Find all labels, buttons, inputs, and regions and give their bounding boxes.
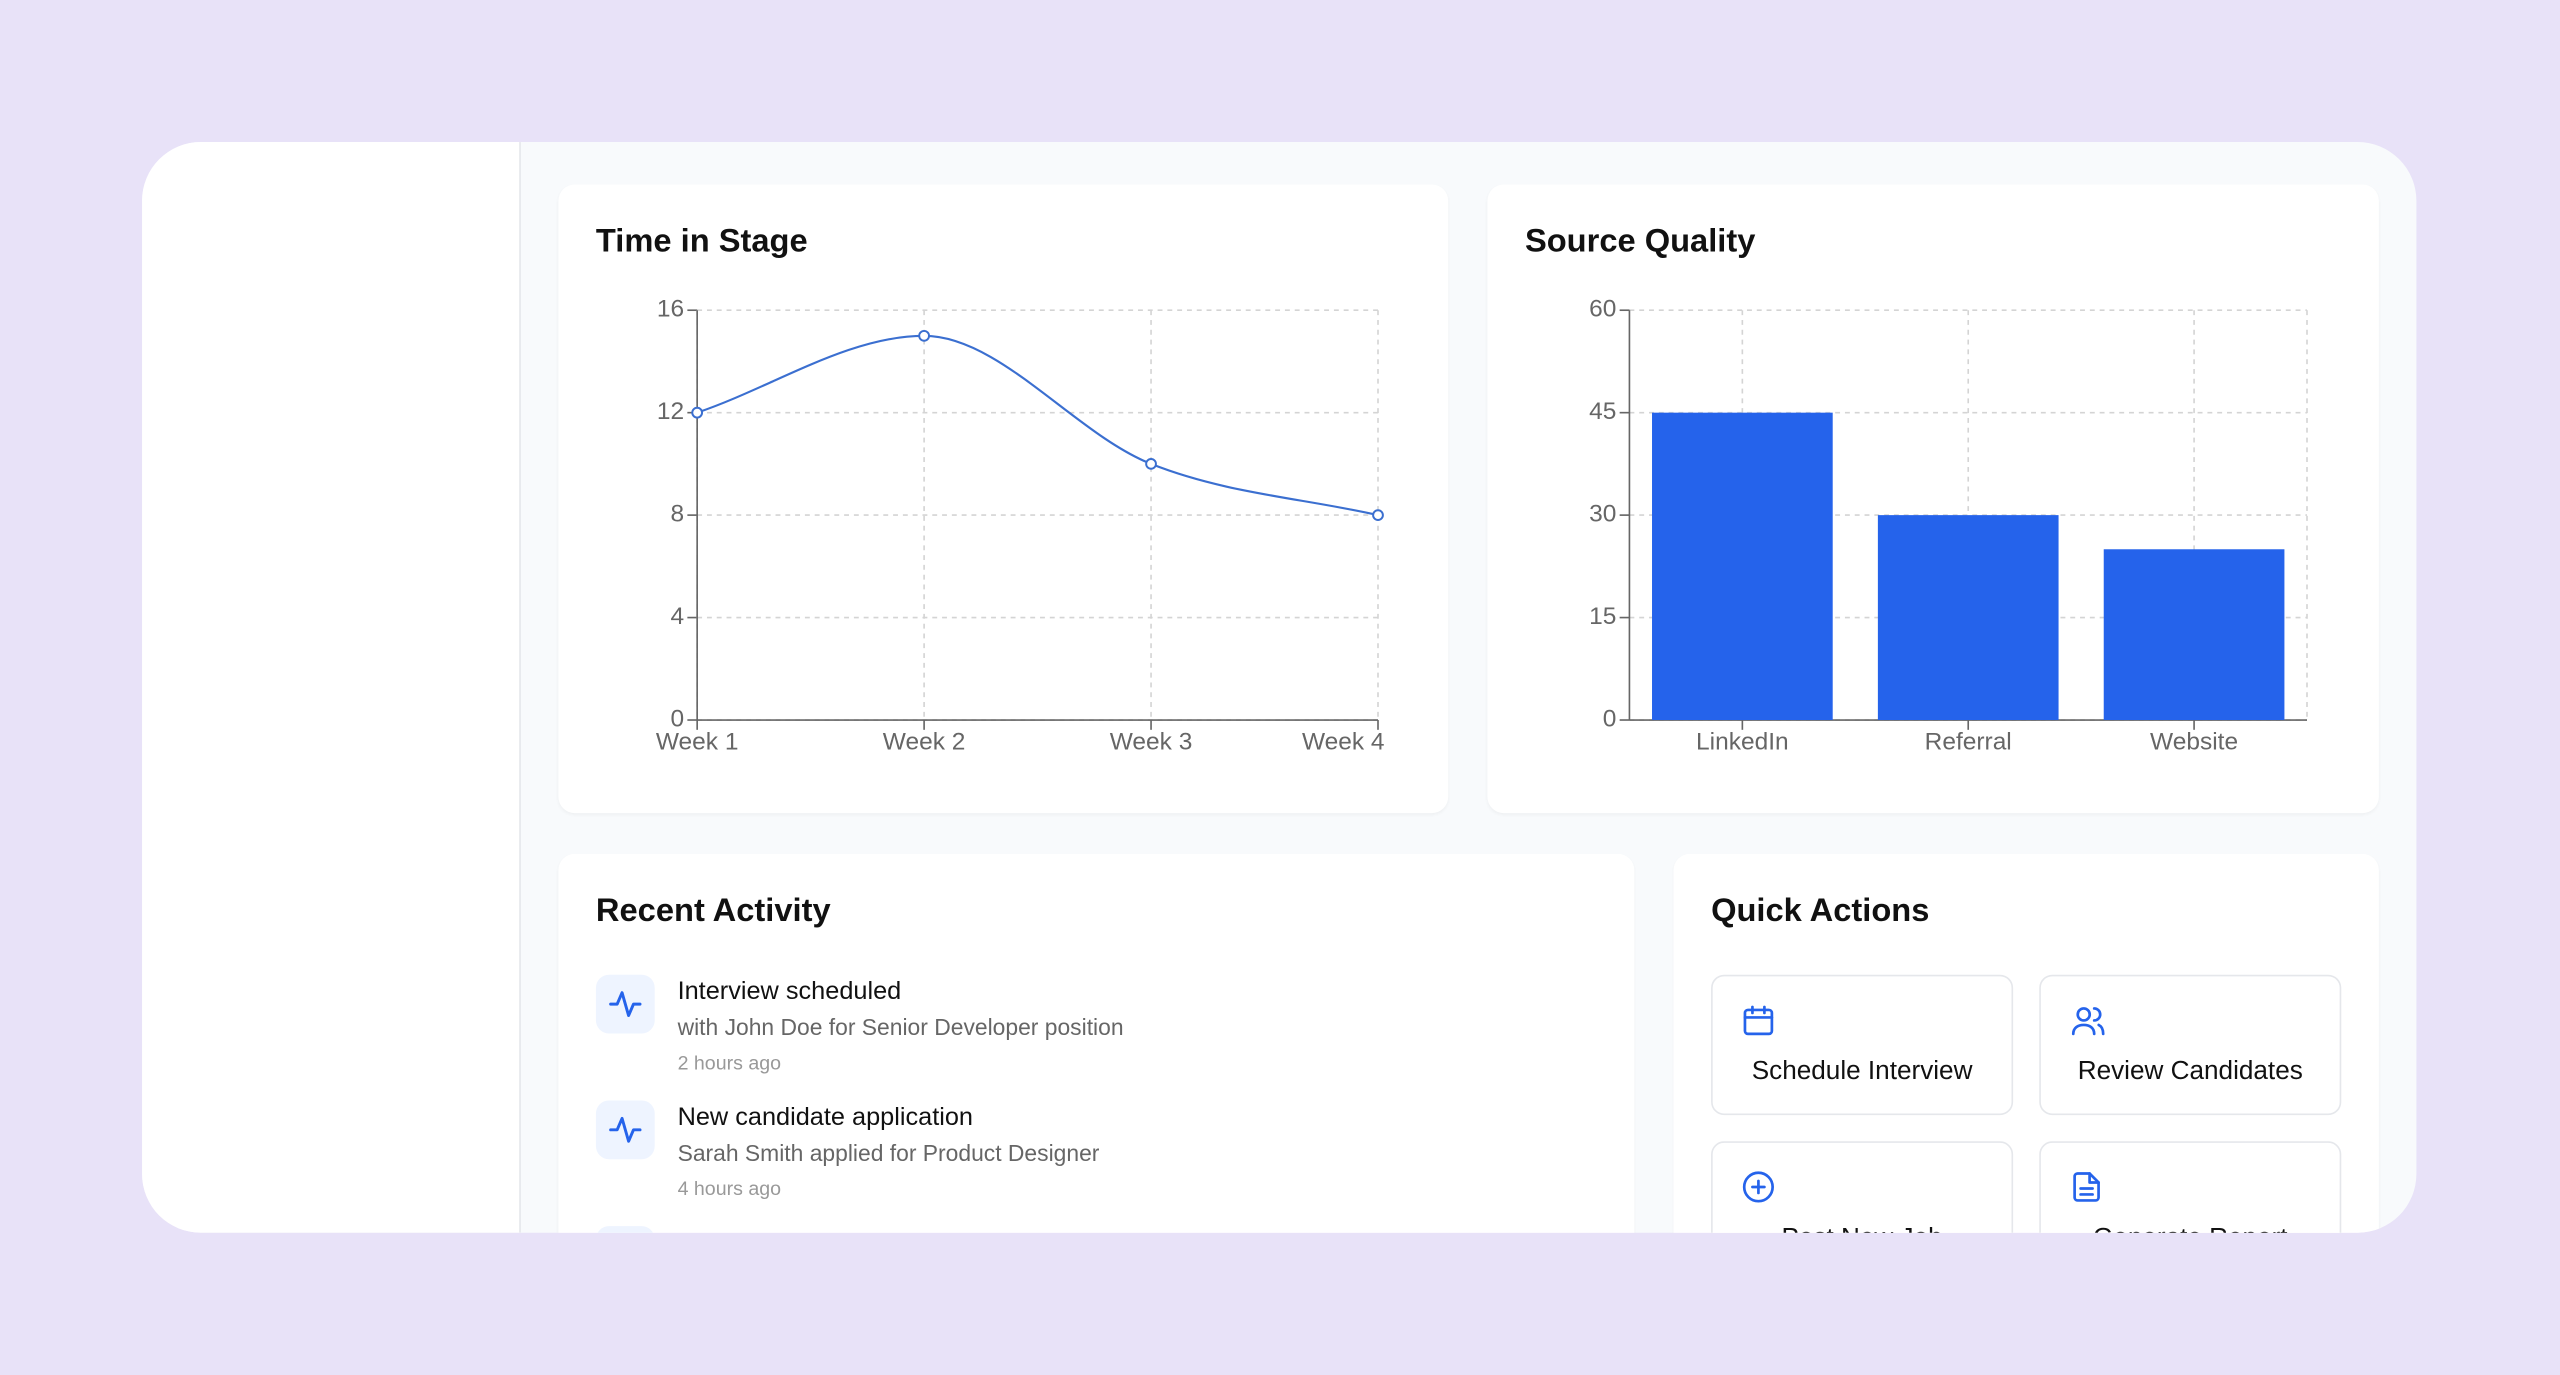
bar-card: Source Quality	[1487, 184, 2379, 814]
card-title: Recent Activity	[595, 893, 831, 930]
button-label: Generate Report	[2041, 1225, 2340, 1233]
activity-icon	[595, 1100, 655, 1160]
activity-time: 4 hours ago	[677, 1177, 782, 1201]
card-title: Quick Actions	[1711, 893, 1930, 930]
activity-icon	[595, 974, 655, 1034]
actions-card: Quick Actions Schedule Interview Review …	[1673, 853, 2379, 1233]
action-button[interactable]: Post New Job	[1711, 1141, 2014, 1233]
activity-card: Recent Activity Interview scheduled with…	[558, 853, 1635, 1233]
button-label: Post New Job	[1713, 1225, 2012, 1233]
action-button[interactable]: Generate Report	[2039, 1141, 2342, 1233]
activity-time: 2 hours ago	[677, 1051, 782, 1075]
line-card: Time in Stage	[558, 184, 1449, 814]
button-label: Schedule Interview	[1751, 1057, 1973, 1086]
card-title: Time in Stage	[595, 223, 808, 260]
activity-title: Interview scheduled	[677, 977, 902, 1006]
activity-icon	[595, 1226, 655, 1233]
activity-detail: with John Doe for Senior Developer posit…	[677, 1013, 1124, 1041]
button-label: Review Candidates	[2077, 1057, 2303, 1086]
sidebar	[142, 142, 521, 1233]
action-button[interactable]: Review Candidates	[2039, 974, 2342, 1116]
app-window: Time in Stage Source Quality Recent Acti…	[142, 142, 2417, 1233]
card-title: Source Quality	[1524, 223, 1756, 260]
activity-detail: Sarah Smith applied for Product Designer	[677, 1139, 1100, 1166]
action-button[interactable]: Schedule Interview	[1711, 974, 2014, 1116]
activity-title: New candidate application	[677, 1103, 974, 1132]
